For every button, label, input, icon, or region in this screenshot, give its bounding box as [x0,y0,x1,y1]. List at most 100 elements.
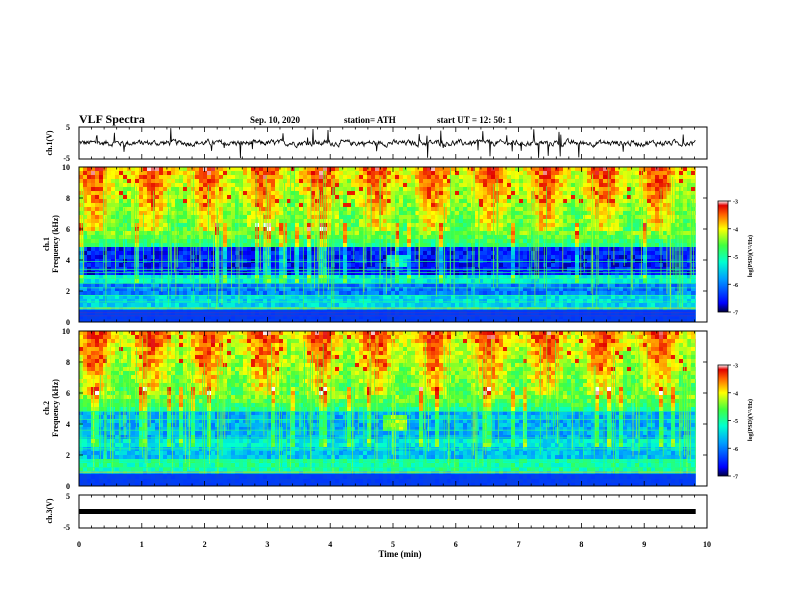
spectrogram-cell [471,179,475,183]
spectrogram-cell [219,179,223,183]
spectrogram-cell [299,171,303,175]
spectrogram-cell [571,167,575,171]
spectrogram-cell [571,191,575,195]
spectrogram-cell [435,191,439,195]
spectrogram-cell [319,307,323,311]
spectrogram-cell [575,235,579,239]
spectrogram-cell [243,203,247,207]
spectrogram-cell [459,243,463,247]
spectrogram-cell [151,291,155,295]
spectrogram-cell [303,255,307,259]
spectrogram-cell [243,287,247,291]
spectrogram-cell [559,275,563,279]
spectrogram-cell [115,259,119,263]
spectrogram-cell [119,299,123,303]
spectrogram-cell [303,227,307,231]
spectrogram-cell [127,271,131,275]
spectrogram-cell [319,195,323,199]
spectrogram-cell [403,179,407,183]
spectrogram-cell [503,215,507,219]
spectrogram-cell [383,275,387,279]
spectrogram-cell [447,291,451,295]
spectrogram-cell [335,247,339,251]
spectrogram-cell [351,247,355,251]
spectrogram-cell [159,219,163,223]
spectrogram-cell [175,207,179,211]
spectrogram-cell [507,179,511,183]
spectrogram-cell [235,287,239,291]
spectrogram-cell [111,179,115,183]
spectrogram-cell [259,243,263,247]
spectrogram-cell [515,195,519,199]
spectrogram-cell [479,203,483,207]
spectrogram-cell [275,299,279,303]
spectrogram-cell [347,223,351,227]
spectrogram-cell [547,247,551,251]
spectrogram-cell [423,239,427,243]
spectrogram-cell [159,199,163,203]
spectrogram-cell [487,231,491,235]
spectrogram-cell [451,211,455,215]
spectrogram-cell [527,191,531,195]
spectrogram-cell [355,223,359,227]
spectrogram-cell [319,187,323,191]
spectrogram-cell [359,223,363,227]
spectrogram-cell [171,247,175,251]
spectrogram-cell [175,223,179,227]
spectrogram-cell [151,231,155,235]
spectrogram-cell [479,211,483,215]
spectrogram-cell [367,235,371,239]
spectrogram-cell [523,171,527,175]
spectrogram-cell [91,187,95,191]
spectrogram-cell [379,303,383,307]
spectrogram-cell [487,247,491,251]
spectrogram-cell [443,283,447,287]
spectrogram-cell [179,183,183,187]
spectrogram-cell [267,227,271,231]
spectrogram-cell [519,219,523,223]
spectrogram-cell [119,263,123,267]
spectrogram-cell [387,283,391,287]
spectrogram-cell [251,275,255,279]
spectrogram-cell [559,203,563,207]
spectrogram-cell [403,175,407,179]
spectrogram-cell [95,223,99,227]
spectrogram-cell [191,307,195,311]
spectrogram-cell [131,227,135,231]
spectrogram-cell [403,231,407,235]
spectrogram-cell [91,247,95,251]
spectrogram-cell [195,187,199,191]
spectrogram-cell [491,235,495,239]
spectrogram-cell [263,231,267,235]
spectrogram-cell [267,195,271,199]
spectrogram-cell [419,251,423,255]
spectrogram-cell [459,195,463,199]
spectrogram-cell [151,287,155,291]
spectrogram-cell [571,239,575,243]
spectrogram-cell [195,215,199,219]
spectrogram-cell [179,255,183,259]
spectrogram-cell [355,207,359,211]
spectrogram-cell [379,247,383,251]
spectrogram-cell [515,167,519,171]
spectrogram-cell [187,219,191,223]
spectrogram-cell [315,219,319,223]
spectrogram-cell [107,235,111,239]
spectrogram-cell [435,179,439,183]
spectrogram-cell [187,199,191,203]
spectrogram-cell [535,283,539,287]
spectrogram-cell [415,223,419,227]
spectrogram-cell [311,171,315,175]
spectrogram-cell [151,251,155,255]
spectrogram-cell [291,199,295,203]
spectrogram-cell [171,231,175,235]
spectrogram-cell [139,183,143,187]
spectrogram-cell [439,191,443,195]
spectrogram-cell [107,283,111,287]
spectrogram-cell [479,171,483,175]
spectrogram-cell [319,239,323,243]
spectrogram-cell [175,303,179,307]
spectrogram-cell [399,243,403,247]
spectrogram-cell [283,291,287,295]
spectrogram-cell [427,295,431,299]
